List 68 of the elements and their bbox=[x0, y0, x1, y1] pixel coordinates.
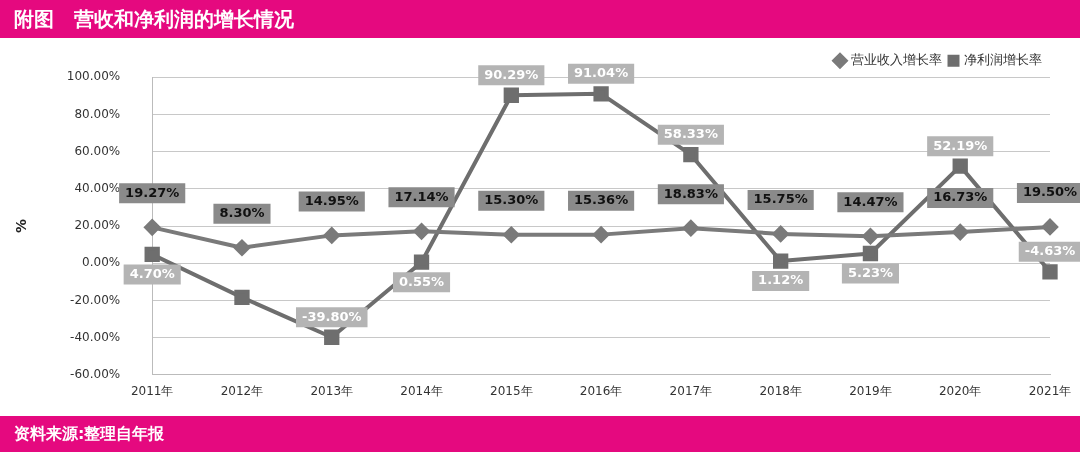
y-tick-label: 80.00% bbox=[74, 106, 121, 121]
y-tick-label: 0.00% bbox=[82, 255, 121, 270]
y-tick-label: 20.00% bbox=[74, 218, 121, 233]
text: 资料来源:整理自年报 bbox=[0, 416, 1080, 452]
point bbox=[144, 246, 160, 263]
point bbox=[593, 226, 610, 243]
point bbox=[144, 219, 161, 236]
data-label: -4.63% bbox=[1024, 243, 1076, 259]
x-tick-label: 2015年 bbox=[490, 384, 533, 399]
x-tick-label: 2014年 bbox=[400, 384, 443, 399]
x-tick-label: 2020年 bbox=[938, 384, 982, 399]
point bbox=[952, 158, 968, 174]
point bbox=[1042, 264, 1058, 280]
point bbox=[773, 253, 789, 269]
data-label: 15.75% bbox=[753, 191, 808, 207]
x-tick-label: 2016年 bbox=[579, 384, 623, 399]
point bbox=[323, 227, 340, 244]
data-label: 91.04% bbox=[574, 65, 629, 81]
legend-label: 净利润增长率 bbox=[964, 52, 1042, 68]
data-label: 52.19% bbox=[933, 137, 988, 153]
y-tick-label: -60.00% bbox=[70, 366, 121, 381]
point bbox=[862, 228, 879, 245]
data-label: 16.73% bbox=[933, 189, 988, 205]
x-tick-label: 2013年 bbox=[310, 384, 354, 399]
y-tick-label: 100.00% bbox=[66, 69, 121, 84]
y-tick-label: -20.00% bbox=[70, 292, 121, 307]
data-label: 4.70% bbox=[129, 265, 175, 281]
data-label: 19.27% bbox=[125, 184, 180, 200]
data-label: 1.12% bbox=[758, 272, 804, 288]
data-label: 14.95% bbox=[304, 192, 359, 208]
data-label: 18.83% bbox=[663, 185, 718, 201]
data-label: 8.30% bbox=[219, 205, 265, 221]
x-tick-label: 2012年 bbox=[220, 384, 264, 399]
point bbox=[324, 329, 340, 345]
point bbox=[1042, 218, 1058, 235]
point bbox=[233, 239, 250, 256]
point bbox=[413, 254, 430, 270]
point bbox=[234, 289, 250, 306]
data-label: 90.29% bbox=[484, 66, 539, 82]
point bbox=[772, 225, 789, 242]
data-label: 15.36% bbox=[574, 192, 629, 208]
y-axis-title: % bbox=[13, 218, 30, 234]
x-tick-label: 2021年 bbox=[1028, 384, 1072, 399]
legend-label: 营业收入增长率 bbox=[850, 52, 942, 68]
x-tick-label: 2019年 bbox=[849, 384, 892, 399]
data-label: 5.23% bbox=[847, 264, 893, 280]
point bbox=[952, 224, 969, 241]
point bbox=[413, 223, 430, 240]
point bbox=[593, 86, 609, 102]
data-label: 19.50% bbox=[1022, 184, 1078, 200]
data-label: 58.33% bbox=[663, 126, 718, 142]
data-label: 17.14% bbox=[394, 188, 449, 204]
x-tick-label: 2011年 bbox=[130, 384, 174, 399]
point bbox=[503, 87, 519, 103]
data-label: 14.47% bbox=[843, 193, 898, 209]
data-label: 0.55% bbox=[398, 273, 445, 289]
chart-title: 附图 营收和净利润的增长情况 bbox=[0, 0, 1080, 38]
x-tick-label: 2018年 bbox=[759, 384, 802, 399]
data-label: -39.80% bbox=[301, 308, 362, 324]
y-tick-label: -40.00% bbox=[70, 329, 121, 344]
point bbox=[503, 226, 520, 243]
data-label: 15.30% bbox=[484, 192, 539, 208]
point bbox=[683, 147, 699, 163]
y-tick-label: 60.00% bbox=[74, 143, 121, 158]
point bbox=[682, 220, 699, 237]
y-tick-label: 40.00% bbox=[74, 180, 121, 195]
x-tick-label: 2017年 bbox=[669, 384, 713, 399]
point bbox=[862, 245, 879, 262]
